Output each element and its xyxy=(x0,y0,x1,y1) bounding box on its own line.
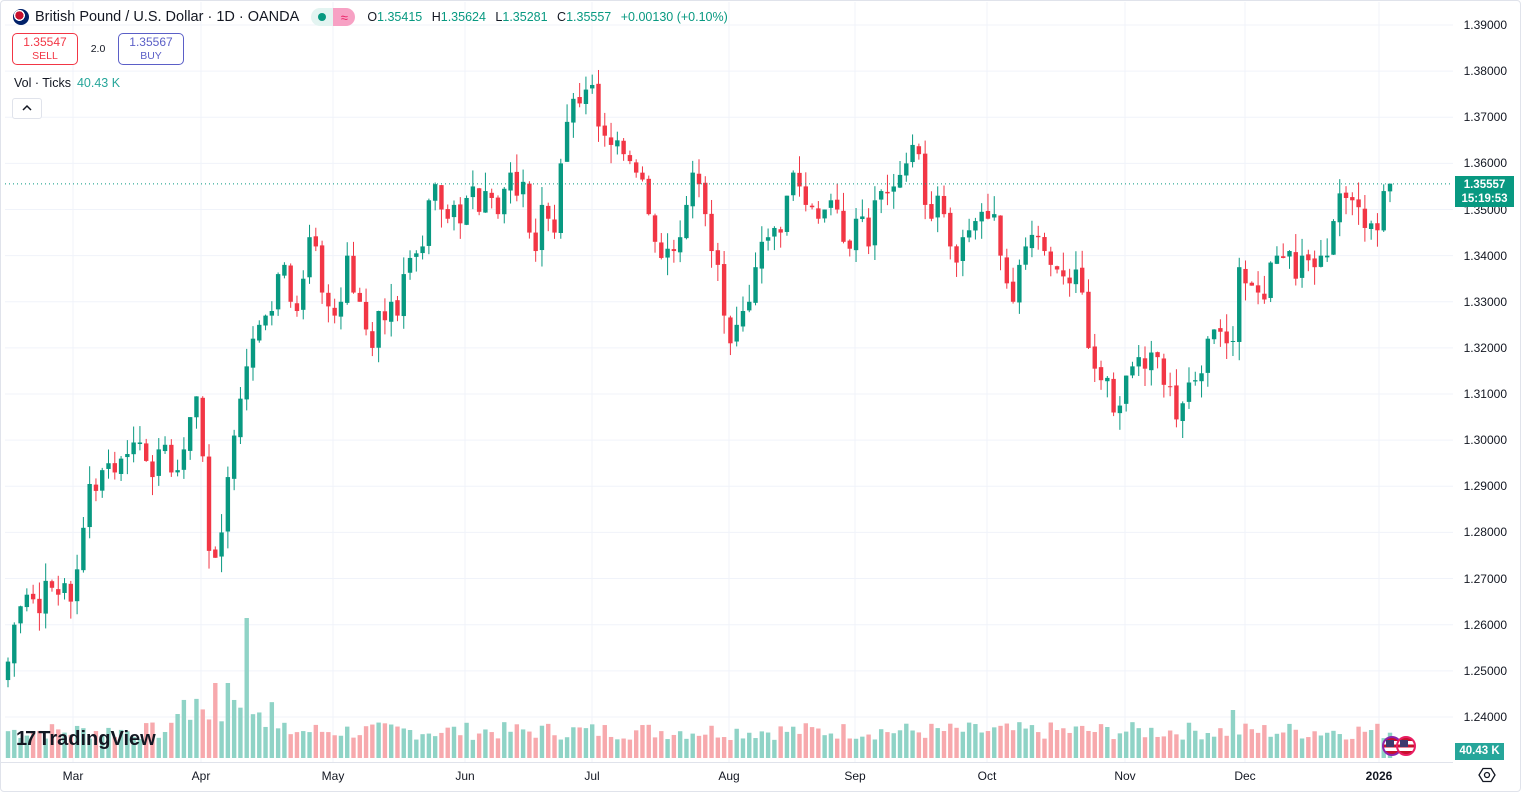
price-tick: 1.28000 xyxy=(1463,525,1507,540)
price-tick: 1.24000 xyxy=(1463,709,1507,724)
volume-value: 40.43 K xyxy=(76,76,121,90)
price-tick: 1.32000 xyxy=(1463,340,1507,355)
volume-legend[interactable]: Vol · Ticks 40.43 K xyxy=(14,76,120,90)
chevron-up-icon xyxy=(22,103,32,114)
symbol-title[interactable]: British Pound / U.S. Dollar · 1D · OANDA xyxy=(35,9,300,25)
tradingview-wordmark: TradingView xyxy=(38,728,156,750)
time-tick: May xyxy=(321,769,345,783)
last-price-label: 1.35557 15:19:53 xyxy=(1455,176,1514,207)
buy-label: BUY xyxy=(140,50,162,62)
price-tick: 1.31000 xyxy=(1463,387,1507,402)
price-tick: 1.30000 xyxy=(1463,433,1507,448)
low-label: L xyxy=(495,10,503,24)
price-tick: 1.25000 xyxy=(1463,663,1507,678)
price-tick: 1.38000 xyxy=(1463,64,1507,79)
price-tick: 1.33000 xyxy=(1463,294,1507,309)
economic-events xyxy=(1382,736,1416,756)
price-tick: 1.37000 xyxy=(1463,110,1507,125)
close-value: 1.35557 xyxy=(566,10,612,24)
candlestick-chart[interactable] xyxy=(5,2,1453,762)
low-value: 1.35281 xyxy=(502,10,548,24)
time-tick: Jul xyxy=(584,769,600,783)
time-tick: Aug xyxy=(718,769,740,783)
trade-buttons: 1.35547 SELL 2.0 1.35567 BUY xyxy=(12,33,184,65)
time-tick: 2026 xyxy=(1365,769,1393,783)
buy-button[interactable]: 1.35567 BUY xyxy=(118,33,184,65)
high-label: H xyxy=(431,10,441,24)
gbp-usd-flag-icon xyxy=(13,9,29,25)
time-tick: Oct xyxy=(977,769,997,783)
open-value: 1.35415 xyxy=(377,10,423,24)
high-value: 1.35624 xyxy=(440,10,486,24)
volume-axis-label: 40.43 K xyxy=(1455,743,1504,760)
time-tick: Dec xyxy=(1234,769,1256,783)
price-tick: 1.34000 xyxy=(1463,248,1507,263)
sell-label: SELL xyxy=(32,50,58,62)
last-price: 1.35557 xyxy=(1463,179,1506,191)
us-event-flag-icon[interactable] xyxy=(1396,736,1416,756)
chart-settings-gear-icon[interactable] xyxy=(1478,766,1496,784)
price-tick: 1.27000 xyxy=(1463,571,1507,586)
price-tick: 1.29000 xyxy=(1463,479,1507,494)
spread-value: 2.0 xyxy=(90,43,106,55)
volume-label: Vol · Ticks xyxy=(14,76,71,90)
tradingview-logo[interactable]: 17 TradingView xyxy=(16,728,156,751)
price-tick: 1.39000 xyxy=(1463,18,1507,32)
status-pill[interactable]: ≈ xyxy=(311,8,356,26)
time-tick: Jun xyxy=(455,769,475,783)
bar-countdown: 15:19:53 xyxy=(1461,193,1508,205)
open-label: O xyxy=(367,10,378,24)
tradingview-mark-icon: 17 xyxy=(16,728,36,750)
price-tick: 1.36000 xyxy=(1463,156,1507,171)
price-axis[interactable]: 1.39000 1.38000 1.37000 1.36000 1.35000 1.340… xyxy=(1453,0,1521,762)
time-tick: Mar xyxy=(62,769,84,783)
time-tick: Nov xyxy=(1114,769,1136,783)
market-open-dot-icon xyxy=(311,8,334,26)
chart-plot-area[interactable] xyxy=(5,2,1453,762)
collapse-legend-button[interactable] xyxy=(12,98,42,119)
close-label: C xyxy=(557,10,567,24)
time-tick: Sep xyxy=(844,769,866,783)
time-tick: Apr xyxy=(191,769,211,783)
sell-price: 1.35547 xyxy=(23,35,67,49)
delayed-data-wave-icon: ≈ xyxy=(333,8,356,26)
price-tick: 1.26000 xyxy=(1463,617,1507,632)
symbol-legend: British Pound / U.S. Dollar · 1D · OANDA… xyxy=(13,8,734,26)
time-axis[interactable]: Mar Apr May Jun Jul Aug Sep Oct Nov Dec 2026 xyxy=(0,762,1453,791)
buy-price: 1.35567 xyxy=(129,35,173,49)
ohlc-values: O1.35415 H1.35624 L1.35281 C1.35557 +0.0… xyxy=(367,10,733,24)
sell-button[interactable]: 1.35547 SELL xyxy=(12,33,78,65)
change-value: +0.00130 (+0.10%) xyxy=(620,10,728,24)
